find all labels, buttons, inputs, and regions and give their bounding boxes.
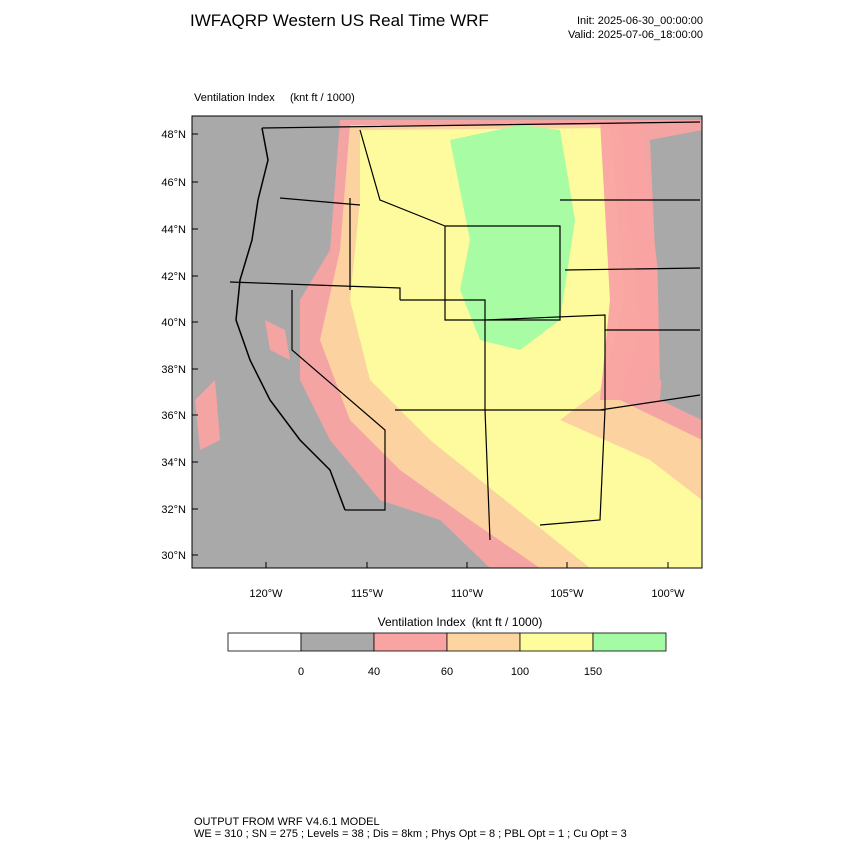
- valid-time: Valid: 2025-07-06_18:00:00: [568, 29, 703, 41]
- title: IWFAQRP Western US Real Time WRF: [190, 11, 489, 30]
- lon-label: 100°W: [651, 588, 685, 600]
- footer-line-1: OUTPUT FROM WRF V4.6.1 MODEL: [194, 816, 380, 828]
- colorbar-label: 150: [584, 666, 602, 678]
- map: [192, 116, 702, 568]
- lat-label: 48°N: [161, 129, 186, 141]
- colorbar-title: Ventilation Index (knt ft / 1000): [378, 615, 543, 629]
- colorbar-swatch: [300, 632, 375, 652]
- field-units: (knt ft / 1000): [290, 92, 355, 104]
- coastline: [235, 127, 346, 511]
- lat-label: 38°N: [161, 364, 186, 376]
- colorbar: 0 40 60 100 150: [227, 632, 667, 678]
- boundaries: [229, 121, 701, 541]
- colorbar-units: (knt ft / 1000): [472, 615, 543, 629]
- field-label: Ventilation Index: [194, 92, 275, 104]
- field-region: [450, 125, 575, 350]
- colorbar-label: 60: [441, 666, 453, 678]
- colorbar-swatch: [519, 632, 594, 652]
- lat-label: 44°N: [161, 224, 186, 236]
- colorbar-label: 0: [298, 666, 304, 678]
- lat-label: 34°N: [161, 457, 186, 469]
- lat-label: 30°N: [161, 550, 186, 562]
- colorbar-swatch: [227, 632, 302, 652]
- lat-label: 36°N: [161, 410, 186, 422]
- lon-label: 115°W: [351, 588, 384, 600]
- field-region: [265, 320, 290, 360]
- field-region: [655, 150, 702, 400]
- lon-label: 110°W: [451, 588, 484, 600]
- colorbar-swatch: [373, 632, 448, 652]
- field-region: [195, 380, 220, 450]
- footer-line-2: WE = 310 ; SN = 275 ; Levels = 38 ; Dis …: [194, 828, 627, 840]
- map-frame: [191, 115, 703, 569]
- state-lines: [229, 121, 701, 541]
- lon-label: 105°W: [550, 588, 584, 600]
- colorbar-swatch: [592, 632, 667, 652]
- lat-label: 32°N: [161, 504, 186, 516]
- colorbar-label: 40: [368, 666, 380, 678]
- lat-label: 40°N: [161, 317, 186, 329]
- lon-label: 120°W: [249, 588, 283, 600]
- lat-label: 42°N: [161, 271, 186, 283]
- lat-label: 46°N: [161, 177, 186, 189]
- colorbar-label: 100: [511, 666, 529, 678]
- init-time: Init: 2025-06-30_00:00:00: [577, 15, 703, 27]
- colorbar-title-text: Ventilation Index: [378, 615, 466, 629]
- colorbar-swatch: [446, 632, 521, 652]
